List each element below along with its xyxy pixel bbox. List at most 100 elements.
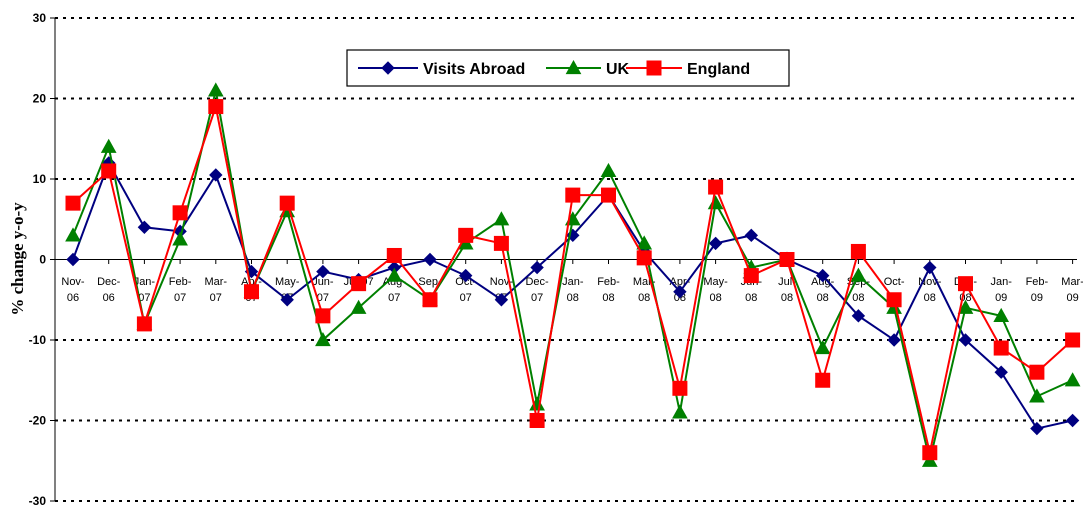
- x-tick-label: 07: [210, 292, 222, 304]
- legend-label-england: England: [687, 61, 750, 78]
- x-tick-label: Mar-: [204, 276, 227, 288]
- data-point-uk: [1029, 388, 1045, 403]
- y-tick-labels: -30 -20 -10 0 10 20 30: [29, 11, 47, 508]
- data-point-uk: [1064, 372, 1081, 387]
- data-point-visits-abroad: [66, 252, 80, 267]
- data-point-visits-abroad: [530, 260, 544, 275]
- x-tick-label: 07: [531, 292, 543, 304]
- x-tick-label: Feb-: [1026, 276, 1049, 288]
- data-point-visits-abroad: [673, 284, 687, 299]
- x-tick-label: Feb-: [597, 276, 620, 288]
- data-point-england: [101, 163, 117, 179]
- y-axis-title: % change y-o-y: [8, 202, 27, 316]
- x-tick-label: Dec-: [525, 276, 549, 288]
- data-point-visits-abroad: [887, 333, 901, 347]
- y-tick-label: 10: [33, 172, 47, 186]
- x-tick-label: 08: [852, 292, 864, 304]
- gridlines: [50, 17, 1077, 502]
- legend-label-visits-abroad: Visits Abroad: [423, 61, 525, 78]
- data-point-uk: [850, 267, 867, 282]
- x-tick-label: Jan-: [990, 276, 1012, 288]
- x-tick-label: May-: [275, 276, 300, 288]
- data-point-england: [958, 276, 973, 292]
- data-point-visits-abroad: [137, 220, 152, 235]
- x-tick-label: Oct-: [884, 276, 905, 288]
- y-tick-label: 0: [39, 253, 46, 267]
- data-point-visits-abroad: [958, 333, 973, 347]
- x-tick-label: 08: [567, 292, 579, 304]
- data-point-england: [244, 284, 259, 300]
- data-point-visits-abroad: [708, 236, 723, 251]
- data-point-visits-abroad: [1030, 421, 1044, 436]
- x-tick-label: 08: [817, 292, 829, 304]
- data-point-england: [886, 292, 902, 308]
- data-point-uk: [315, 331, 331, 347]
- data-point-england: [672, 380, 688, 396]
- y-tick-label: 20: [33, 92, 47, 106]
- data-point-visits-abroad: [923, 260, 937, 275]
- data-point-visits-abroad: [815, 268, 830, 283]
- data-point-visits-abroad: [458, 268, 473, 283]
- legend-item-england: England: [626, 60, 750, 78]
- data-point-visits-abroad: [280, 293, 294, 307]
- data-point-england: [136, 316, 152, 332]
- y-tick-label: -20: [29, 414, 47, 428]
- x-tick-label: 07: [460, 292, 472, 304]
- x-tick-label: Jan-: [562, 276, 584, 288]
- legend-marker-uk: [565, 59, 582, 75]
- data-point-england: [422, 292, 438, 308]
- x-tick-label: 08: [745, 292, 757, 304]
- legend-marker-visits-abroad: [381, 61, 395, 75]
- data-point-england: [850, 243, 866, 259]
- x-tick-label: 08: [709, 292, 721, 304]
- data-point-england: [208, 99, 224, 115]
- x-tick-label: 07: [388, 292, 400, 304]
- data-point-england: [529, 413, 545, 428]
- data-point-visits-abroad: [423, 252, 437, 267]
- data-point-uk: [350, 299, 367, 314]
- legend-item-visits-abroad: Visits Abroad: [358, 61, 525, 78]
- data-point-visits-abroad: [494, 293, 509, 307]
- data-point-visits-abroad: [209, 168, 223, 182]
- x-tick-label: 06: [103, 292, 115, 304]
- x-tick-label: Jun-: [312, 276, 334, 288]
- series-group: [65, 82, 1081, 467]
- data-point-uk: [493, 211, 510, 226]
- x-tick-label: 08: [924, 292, 936, 304]
- data-point-visits-abroad: [1065, 413, 1080, 428]
- y-tick-label: 30: [33, 11, 47, 25]
- data-point-uk: [386, 267, 403, 282]
- data-point-uk: [207, 82, 224, 97]
- data-point-england: [1029, 364, 1045, 380]
- data-point-england: [636, 250, 652, 266]
- x-tick-label: 06: [67, 292, 79, 304]
- series-uk: [65, 82, 1081, 467]
- data-point-england: [172, 205, 188, 221]
- x-tick-label: 08: [638, 292, 650, 304]
- x-tick-label: 08: [602, 292, 614, 304]
- x-tick-label: Jan-: [134, 276, 156, 288]
- x-tick-label: Jul-: [778, 276, 796, 288]
- data-point-uk: [600, 162, 617, 178]
- data-point-visits-abroad: [994, 365, 1008, 379]
- x-tick-label: 07: [138, 292, 150, 304]
- data-point-uk: [636, 235, 653, 250]
- data-point-england: [351, 276, 367, 292]
- data-point-england: [279, 195, 295, 211]
- x-tick-label: 08: [781, 292, 793, 304]
- data-point-england: [708, 179, 724, 195]
- data-point-england: [815, 372, 831, 388]
- x-tick-label: 09: [1066, 292, 1078, 304]
- data-point-visits-abroad: [316, 264, 330, 279]
- data-point-england: [565, 187, 581, 203]
- data-point-england: [993, 340, 1009, 356]
- x-tick-label: 09: [1031, 292, 1043, 304]
- data-point-england: [779, 252, 795, 267]
- x-tick-label: Dec-: [97, 276, 121, 288]
- legend-label-uk: UK: [606, 61, 630, 78]
- data-point-england: [922, 445, 938, 461]
- x-tick-label: 09: [995, 292, 1007, 304]
- x-tick-label: May-: [703, 276, 728, 288]
